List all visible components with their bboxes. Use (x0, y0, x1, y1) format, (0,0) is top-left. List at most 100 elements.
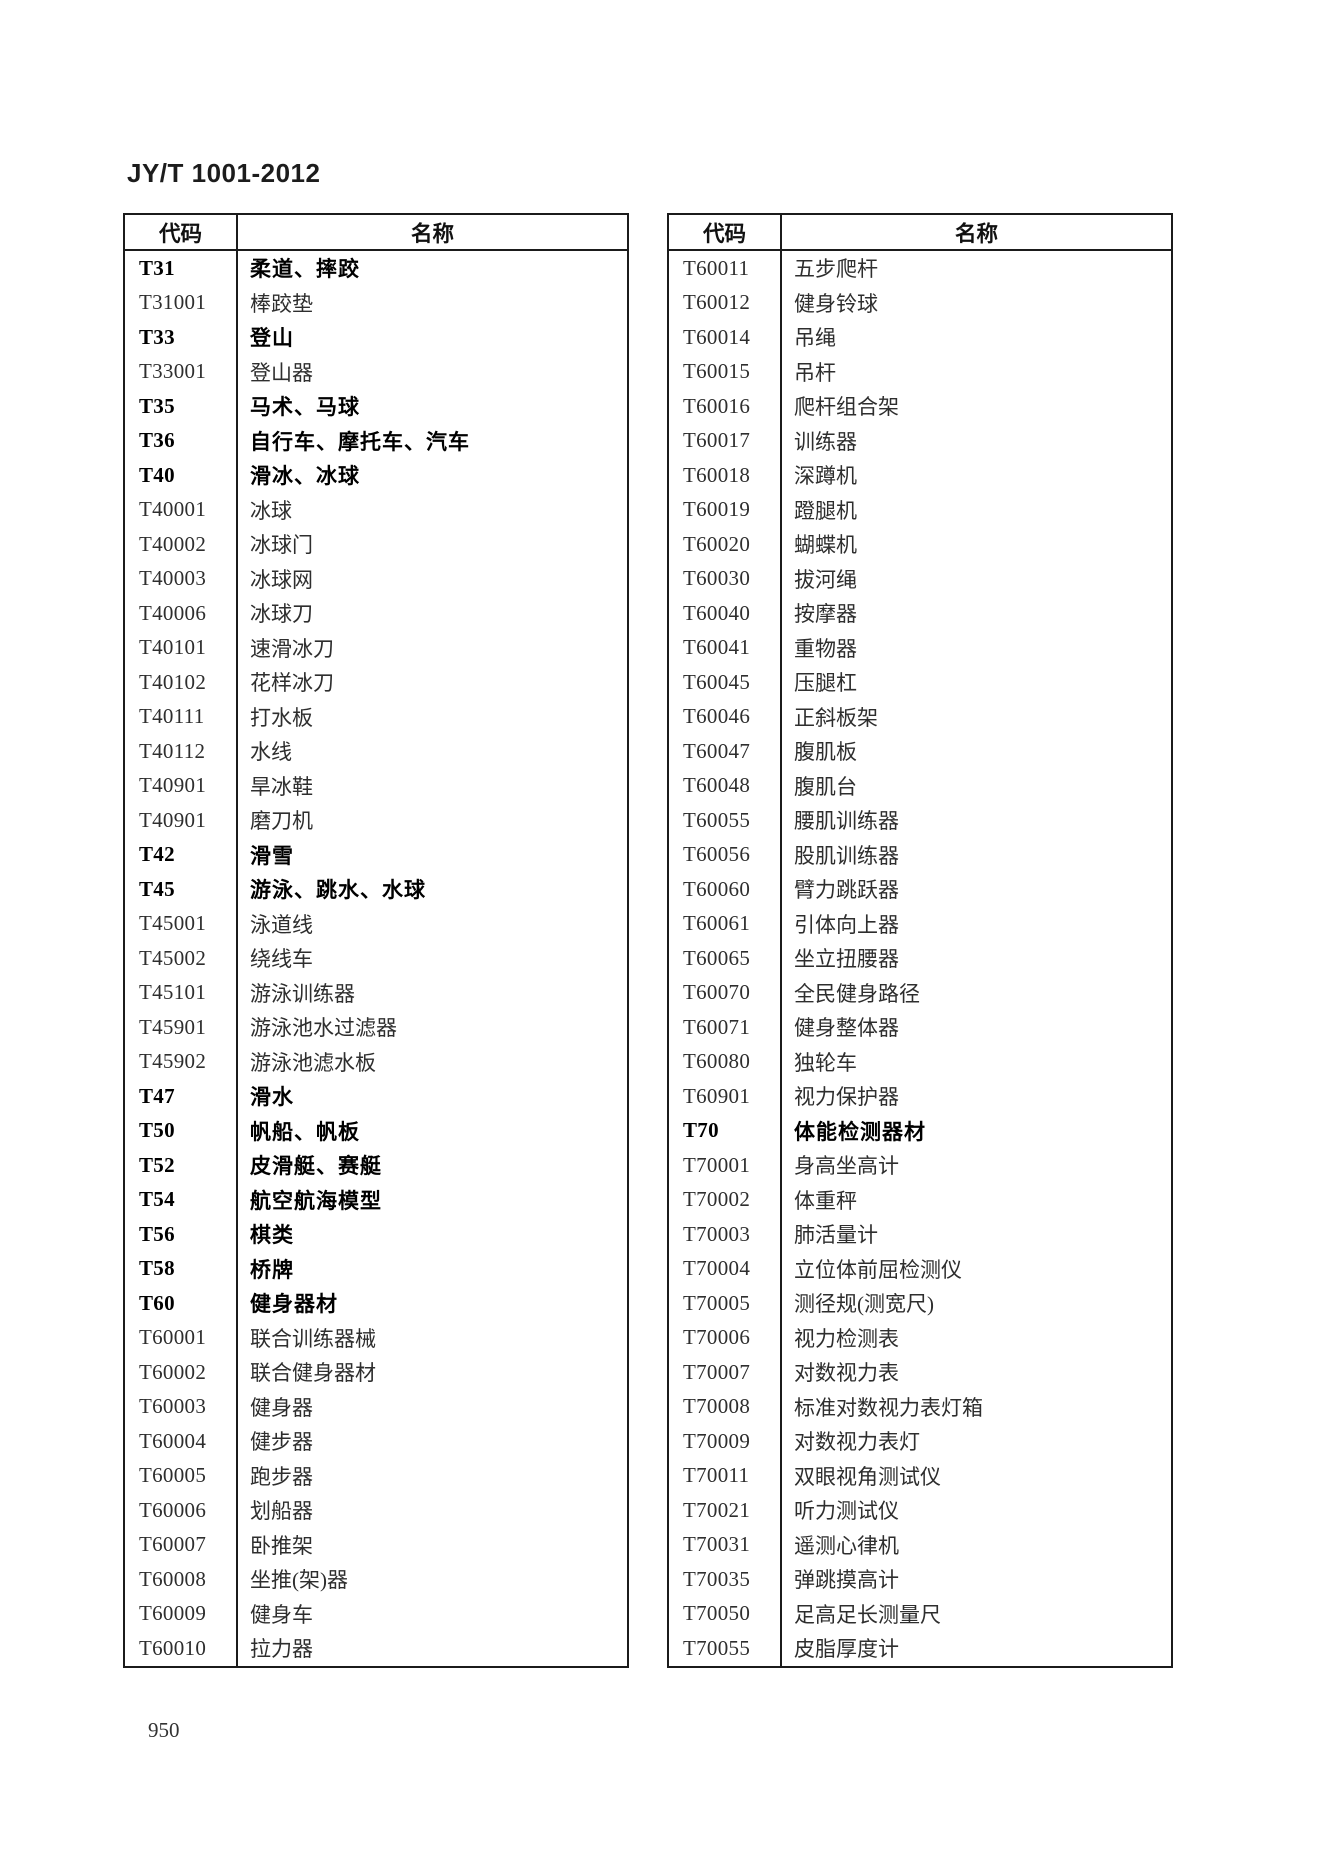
page-number: 950 (148, 1718, 180, 1742)
name-cell: 健身铃球 (794, 291, 878, 316)
code-cell: T60056 (669, 837, 782, 872)
name-cell: 正斜板架 (794, 705, 878, 730)
name-cell: 引体向上器 (794, 912, 899, 937)
code-cell: T31001 (125, 285, 238, 320)
name-cell: 滑雪 (250, 843, 294, 868)
table-row: T60046 正斜板架 (669, 699, 1171, 734)
code-cell: T60046 (669, 699, 782, 734)
name-cell: 冰球网 (250, 567, 313, 592)
name-cell: 体重秤 (794, 1188, 857, 1213)
code-cell: T40901 (125, 768, 238, 803)
code-column-header: 代码 (125, 215, 238, 249)
table-row: T45 游泳、跳水、水球 (125, 872, 627, 907)
table-row: T60015 吊杆 (669, 354, 1171, 389)
code-cell: T40112 (125, 734, 238, 769)
table-row: T56 棋类 (125, 1217, 627, 1252)
table-row: T60003 健身器 (125, 1389, 627, 1424)
name-cell: 坐立扭腰器 (794, 947, 899, 972)
equipment-code-table-right: 代码 名称 T60011 五步爬杆 T60012 健身铃球 T60014 吊绳 T60015… (667, 213, 1173, 1668)
name-cell: 吊绳 (794, 326, 836, 351)
name-cell: 重物器 (794, 636, 857, 661)
code-cell: T45002 (125, 941, 238, 976)
table-row: T60040 按摩器 (669, 596, 1171, 631)
name-cell: 吊杆 (794, 360, 836, 385)
name-cell: 棋类 (250, 1223, 294, 1248)
table-row: T45002 绕线车 (125, 941, 627, 976)
name-cell: 桥牌 (250, 1257, 294, 1282)
table-body: T60011 五步爬杆 T60012 健身铃球 T60014 吊绳 T60015 吊杆 T600… (669, 251, 1171, 1666)
table-row: T47 滑水 (125, 1079, 627, 1114)
code-cell: T52 (125, 1148, 238, 1183)
code-cell: T60047 (669, 734, 782, 769)
code-cell: T70005 (669, 1286, 782, 1321)
name-cell: 肺活量计 (794, 1223, 878, 1248)
code-cell: T60065 (669, 941, 782, 976)
code-cell: T60017 (669, 423, 782, 458)
code-cell: T60070 (669, 975, 782, 1010)
code-cell: T70 (669, 1113, 782, 1148)
code-cell: T60016 (669, 389, 782, 424)
table-row: T60017 训练器 (669, 423, 1171, 458)
code-cell: T60080 (669, 1044, 782, 1079)
name-cell: 皮脂厚度计 (794, 1637, 899, 1662)
name-cell: 蝴蝶机 (794, 533, 857, 558)
name-cell: 身高坐高计 (794, 1154, 899, 1179)
table-row: T60901 视力保护器 (669, 1079, 1171, 1114)
code-cell: T60006 (125, 1493, 238, 1528)
table-header-row: 代码 名称 (669, 215, 1171, 251)
code-cell: T50 (125, 1113, 238, 1148)
code-cell: T60020 (669, 527, 782, 562)
table-row: T70006 视力检测表 (669, 1320, 1171, 1355)
code-cell: T70009 (669, 1424, 782, 1459)
code-cell: T60003 (125, 1389, 238, 1424)
name-cell: 健身器材 (250, 1292, 338, 1317)
table-row: T70003 肺活量计 (669, 1217, 1171, 1252)
name-cell: 压腿杠 (794, 671, 857, 696)
code-cell: T70055 (669, 1631, 782, 1666)
code-cell: T60030 (669, 561, 782, 596)
table-row: T60065 坐立扭腰器 (669, 941, 1171, 976)
name-cell: 腹肌板 (794, 740, 857, 765)
code-cell: T33 (125, 320, 238, 355)
name-cell: 花样冰刀 (250, 671, 334, 696)
code-cell: T60055 (669, 803, 782, 838)
name-cell: 蹬腿机 (794, 498, 857, 523)
code-cell: T70031 (669, 1527, 782, 1562)
code-cell: T45 (125, 872, 238, 907)
name-cell: 五步爬杆 (794, 257, 878, 282)
name-cell: 拉力器 (250, 1637, 313, 1662)
table-row: T70002 体重秤 (669, 1182, 1171, 1217)
table-row: T42 滑雪 (125, 837, 627, 872)
code-cell: T56 (125, 1217, 238, 1252)
table-row: T60014 吊绳 (669, 320, 1171, 355)
code-cell: T40102 (125, 665, 238, 700)
code-cell: T60 (125, 1286, 238, 1321)
table-row: T60002 联合健身器材 (125, 1355, 627, 1390)
table-row: T60041 重物器 (669, 630, 1171, 665)
name-cell: 游泳训练器 (250, 981, 355, 1006)
name-cell: 臂力跳跃器 (794, 878, 899, 903)
name-cell: 航空航海模型 (250, 1188, 382, 1213)
code-column-header: 代码 (669, 215, 782, 249)
code-cell: T60004 (125, 1424, 238, 1459)
name-cell: 遥测心律机 (794, 1533, 899, 1558)
name-cell: 柔道、摔跤 (250, 257, 360, 282)
name-cell: 旱冰鞋 (250, 774, 313, 799)
code-cell: T45902 (125, 1044, 238, 1079)
name-cell: 弹跳摸高计 (794, 1568, 899, 1593)
table-row: T60071 健身整体器 (669, 1010, 1171, 1045)
name-cell: 训练器 (794, 429, 857, 454)
code-cell: T60008 (125, 1562, 238, 1597)
name-cell: 全民健身路径 (794, 981, 920, 1006)
name-cell: 健身整体器 (794, 1016, 899, 1041)
table-row: T70004 立位体前屈检测仪 (669, 1251, 1171, 1286)
name-column-header: 名称 (954, 221, 998, 246)
table-row: T60080 独轮车 (669, 1044, 1171, 1079)
table-row: T70031 遥测心律机 (669, 1527, 1171, 1562)
code-cell: T60041 (669, 630, 782, 665)
table-row: T60048 腹肌台 (669, 768, 1171, 803)
code-cell: T42 (125, 837, 238, 872)
table-row: T50 帆船、帆板 (125, 1113, 627, 1148)
table-row: T60008 坐推(架)器 (125, 1562, 627, 1597)
code-cell: T45101 (125, 975, 238, 1010)
